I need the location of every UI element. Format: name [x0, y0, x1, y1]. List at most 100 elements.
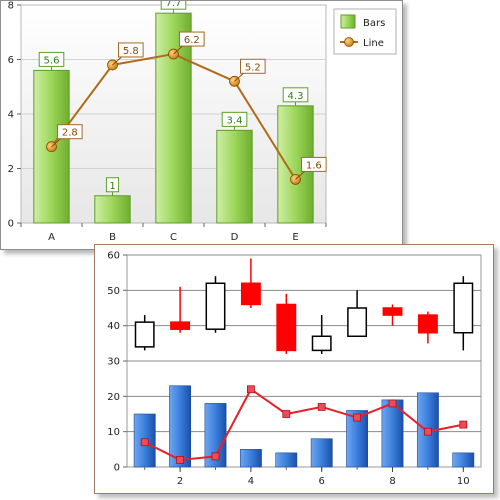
- candle-body: [417, 314, 438, 334]
- series-line-2: [144, 387, 464, 461]
- candle-body: [134, 321, 155, 348]
- legend-line-label: Line: [363, 38, 384, 49]
- candle: [453, 276, 474, 351]
- legend-bars-swatch: [340, 14, 356, 29]
- bar-2: [169, 385, 192, 468]
- candles-series: [134, 258, 474, 354]
- line-label: 1.6: [306, 160, 322, 171]
- y-tick-label-2: 10: [107, 427, 120, 438]
- bar-2: [310, 438, 333, 468]
- axes-2: 0 10 20 30 40 50 60 2 4 6 8 10: [107, 251, 469, 488]
- bar-label: 1: [109, 181, 115, 192]
- bar-2: [452, 452, 475, 468]
- line-point-2: [317, 403, 326, 411]
- x-tick-label-2: 4: [248, 476, 254, 487]
- line-label: 2.8: [62, 128, 78, 139]
- line-label-leader: [295, 171, 305, 180]
- bar-label-box: [160, 1, 187, 10]
- line-point-2: [246, 385, 255, 394]
- candle-body: [311, 335, 332, 352]
- bar: [216, 129, 253, 224]
- y-tick-label-2: 60: [107, 251, 120, 262]
- line-point-2: [176, 456, 184, 464]
- line-label: 5.2: [245, 62, 261, 73]
- x-tick-label-2: 2: [177, 476, 183, 487]
- line-label-box: [301, 156, 327, 172]
- bar: [155, 12, 192, 224]
- bar-2: [275, 452, 298, 468]
- candle: [276, 293, 297, 354]
- line-label-box: [118, 42, 144, 58]
- candle-body: [205, 282, 226, 330]
- candle: [417, 311, 438, 344]
- y-tick-label: 0: [8, 219, 14, 230]
- line-label-box: [179, 31, 205, 47]
- bars-series: [33, 12, 314, 224]
- x-tick-label: D: [231, 232, 239, 243]
- candle: [205, 276, 226, 333]
- line-point-2: [353, 413, 362, 422]
- x-tick-label-2: 10: [457, 476, 470, 487]
- candle-body: [453, 282, 474, 334]
- y-tick-label-2: 30: [107, 357, 120, 368]
- candle-body: [240, 282, 261, 306]
- bar-label-box: [221, 111, 248, 127]
- line-label: 6.2: [184, 35, 200, 46]
- candle: [347, 290, 368, 338]
- candle-body: [382, 307, 403, 316]
- candle-body: [170, 321, 191, 330]
- y-tick-label-2: 20: [107, 392, 120, 403]
- legend-line-marker: [344, 37, 354, 47]
- candle: [170, 286, 191, 333]
- bar-label-box: [105, 177, 120, 193]
- bar: [94, 195, 131, 224]
- line-label-box: [240, 58, 266, 74]
- line-point-2: [211, 452, 220, 461]
- x-tick-label-2: 6: [319, 476, 325, 487]
- line-label-leader: [173, 45, 183, 55]
- x-tick-label: B: [109, 232, 116, 243]
- line-series-2: [140, 385, 468, 464]
- x-tick-label: E: [292, 232, 298, 243]
- y-tick-label-2: 50: [107, 286, 120, 297]
- candle-body: [276, 303, 297, 352]
- candlestick-chart: 0 10 20 30 40 50 60 2 4 6 8 10: [107, 251, 482, 488]
- candlestick-chart-panel: 0 10 20 30 40 50 60 2 4 6 8 10: [94, 244, 494, 494]
- candle: [134, 315, 155, 351]
- data-labels: 5.6 1 7.7 3.4 4.3 2.8 5.8 6.2 5.2 1.6: [38, 1, 327, 196]
- line-label-leader: [234, 72, 244, 82]
- axes: 0 2 4 6 8 A B C D E: [8, 1, 327, 243]
- y-tick-label-2: 0: [114, 463, 120, 474]
- x-tick-label: C: [170, 232, 177, 243]
- bar-label-box: [38, 51, 65, 67]
- y-tick-label: 2: [8, 164, 14, 175]
- line-label-box: [57, 124, 83, 140]
- candle: [311, 315, 332, 354]
- line-point-2: [282, 410, 291, 418]
- line-label-leader: [112, 56, 122, 66]
- x-tick-label-2: 8: [389, 476, 395, 487]
- x-tick-label: A: [48, 232, 55, 243]
- y-tick-label-2: 40: [107, 321, 120, 332]
- y-tick-label: 6: [8, 55, 14, 66]
- bar-label: 5.6: [44, 55, 60, 66]
- y-tick-label: 4: [8, 110, 14, 121]
- line-label: 5.8: [123, 46, 139, 57]
- candle-body: [347, 307, 368, 338]
- candle: [240, 258, 261, 308]
- y-tick-label: 8: [8, 1, 14, 12]
- candle: [382, 304, 403, 326]
- bar-2: [239, 449, 262, 468]
- line-point-2: [140, 438, 149, 447]
- bar-label: 3.4: [227, 115, 243, 126]
- line-label-leader: [51, 138, 61, 148]
- legend-bars-label: Bars: [363, 18, 385, 29]
- line-point-2: [459, 420, 468, 429]
- bar-label: 7.7: [166, 1, 182, 9]
- line-point-2: [388, 399, 397, 408]
- legend: Bars Line: [333, 8, 397, 55]
- bar-label-box: [282, 87, 309, 103]
- bar-label: 4.3: [288, 91, 304, 102]
